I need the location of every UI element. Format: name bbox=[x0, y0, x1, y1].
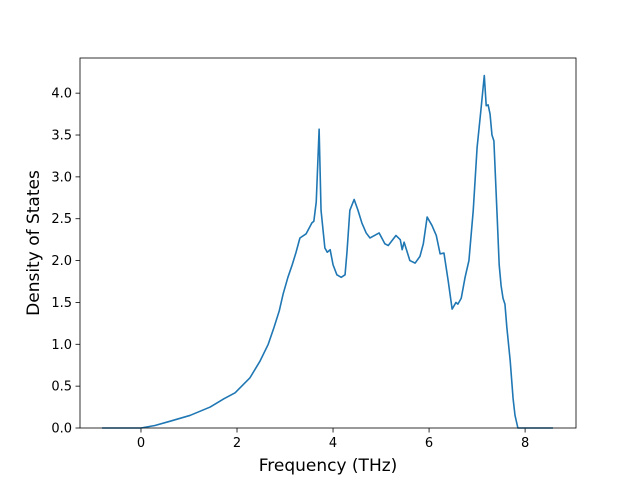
x-tick-label: 2 bbox=[233, 436, 241, 451]
y-tick-label: 2.5 bbox=[51, 212, 72, 227]
y-tick-label: 4.0 bbox=[51, 87, 72, 102]
x-tick-label: 4 bbox=[329, 436, 337, 451]
y-axis-label: Density of States bbox=[24, 170, 44, 316]
y-tick-label: 0.5 bbox=[51, 380, 72, 395]
x-axis-label: Frequency (THz) bbox=[259, 456, 398, 476]
y-tick-label: 3.5 bbox=[51, 129, 72, 144]
y-tick-label: 2.0 bbox=[51, 254, 72, 269]
y-tick-label: 0.0 bbox=[51, 422, 72, 437]
plot-frame bbox=[79, 57, 577, 429]
y-tick-label: 1.0 bbox=[51, 338, 72, 353]
x-tick-label: 8 bbox=[521, 436, 529, 451]
y-tick-label: 3.0 bbox=[51, 170, 72, 185]
x-tick-label: 6 bbox=[425, 436, 433, 451]
y-tick-label: 1.5 bbox=[51, 296, 72, 311]
x-tick-label: 0 bbox=[137, 436, 145, 451]
line bbox=[102, 74, 553, 429]
